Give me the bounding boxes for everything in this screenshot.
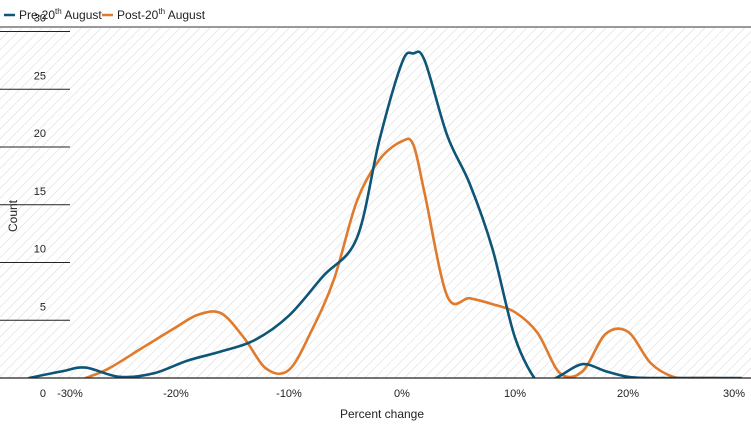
- x-tick-label: 30%: [723, 388, 745, 400]
- y-tick-label: 15: [34, 186, 46, 198]
- y-tick-label: 30: [34, 13, 46, 25]
- y-tick-label: 25: [34, 70, 46, 82]
- x-tick-label: -20%: [163, 388, 189, 400]
- y-tick-label: 10: [34, 244, 46, 256]
- series-line-pre-20th-august: [27, 50, 743, 378]
- y-axis-ticks: 0 5 10 15 20 25 30: [0, 13, 70, 400]
- x-tick-label: 20%: [617, 388, 639, 400]
- legend-label-post: Post-20th August: [117, 7, 206, 22]
- legend-label-pre: Pre-20th August: [19, 7, 102, 22]
- y-tick-label: 5: [40, 301, 46, 313]
- x-tick-label: -10%: [276, 388, 302, 400]
- x-axis-title: Percent change: [340, 407, 424, 421]
- x-tick-label: 10%: [504, 388, 526, 400]
- x-axis-ticks: -30% -20% -10% 0% 10% 20% 30%: [57, 388, 745, 400]
- series-lines: [27, 50, 743, 378]
- plot-area: [0, 28, 751, 378]
- y-tick-label: 0: [40, 388, 46, 400]
- x-tick-label: 0%: [394, 388, 410, 400]
- series-line-post-20th-august: [84, 137, 720, 378]
- x-tick-label: -30%: [57, 388, 83, 400]
- y-axis-title: Count: [6, 199, 20, 232]
- y-tick-label: 20: [34, 128, 46, 140]
- legend: Pre-20th August Post-20th August: [4, 7, 206, 22]
